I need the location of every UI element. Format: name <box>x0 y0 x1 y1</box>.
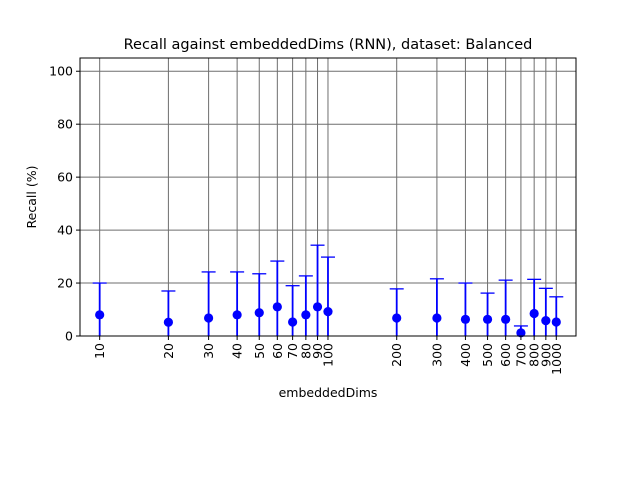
x-tick-label: 80 <box>298 343 313 359</box>
data-point <box>460 314 471 324</box>
data-point <box>529 308 539 319</box>
x-tick-label: 70 <box>285 343 300 359</box>
x-tick-label: 50 <box>252 343 267 359</box>
x-tick-label: 700 <box>513 343 528 367</box>
y-axis-label: Recall (%) <box>24 166 39 229</box>
y-tick-label: 100 <box>49 64 73 79</box>
x-tick-label: 60 <box>270 343 285 359</box>
x-tick-label: 200 <box>389 343 404 367</box>
data-series <box>92 244 564 338</box>
data-point <box>163 317 174 327</box>
x-tick-label: 1000 <box>549 343 564 375</box>
data-point <box>272 302 282 312</box>
y-tick-label: 80 <box>57 117 73 132</box>
data-point <box>301 310 311 320</box>
x-tick-label: 100 <box>320 343 335 367</box>
data-point <box>95 310 105 320</box>
x-axis-label: embeddedDims <box>279 385 378 400</box>
x-tick-label: 10 <box>92 343 107 359</box>
data-point <box>204 313 214 323</box>
data-point <box>392 313 402 323</box>
x-tick-label: 500 <box>480 343 495 367</box>
data-point <box>312 302 323 312</box>
data-point <box>541 316 551 326</box>
x-tick-label: 20 <box>161 343 176 359</box>
x-tick-label: 90 <box>310 343 325 359</box>
x-tick-label: 300 <box>429 343 444 367</box>
data-point <box>232 310 242 320</box>
data-point <box>254 308 264 318</box>
data-point <box>432 313 442 323</box>
data-point <box>482 314 493 324</box>
y-tick-label: 0 <box>65 329 73 344</box>
y-tick-label: 20 <box>57 276 73 291</box>
chart-title: Recall against embeddedDims (RNN), datas… <box>124 37 533 53</box>
y-tick-label: 60 <box>57 170 73 185</box>
x-tick-label: 800 <box>527 343 542 367</box>
data-point <box>501 314 511 324</box>
x-tick-label: 900 <box>538 343 553 367</box>
data-point <box>323 307 333 317</box>
x-tick-label: 600 <box>498 343 513 367</box>
data-point <box>516 328 526 338</box>
data-point <box>288 317 298 327</box>
y-tick-label: 40 <box>57 223 73 238</box>
y-axis: 0 20 40 60 80 100 <box>49 64 80 344</box>
x-tick-label: 30 <box>201 343 216 359</box>
x-tick-label: 400 <box>458 343 473 367</box>
data-point <box>551 317 561 327</box>
x-tick-label: 40 <box>230 343 245 359</box>
